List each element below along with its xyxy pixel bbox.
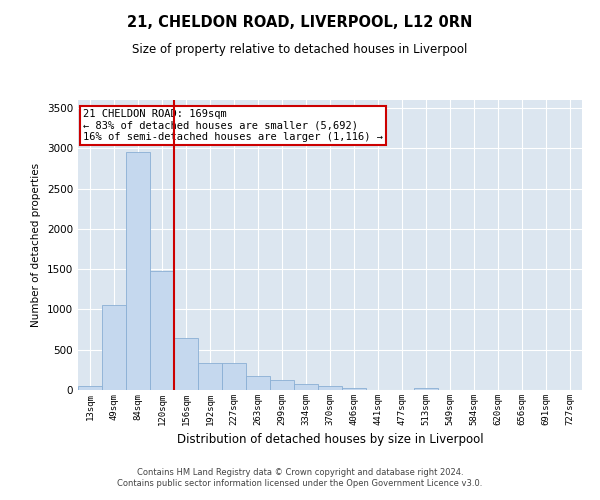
Bar — [126, 152, 150, 390]
Text: 21 CHELDON ROAD: 169sqm
← 83% of detached houses are smaller (5,692)
16% of semi: 21 CHELDON ROAD: 169sqm ← 83% of detache… — [83, 108, 383, 142]
Bar — [318, 386, 342, 390]
Bar — [294, 384, 318, 390]
Bar — [174, 338, 198, 390]
X-axis label: Distribution of detached houses by size in Liverpool: Distribution of detached houses by size … — [176, 434, 484, 446]
Bar — [102, 304, 126, 390]
Bar — [198, 364, 222, 390]
Text: Size of property relative to detached houses in Liverpool: Size of property relative to detached ho… — [133, 42, 467, 56]
Bar — [246, 376, 270, 390]
Bar — [78, 386, 102, 390]
Y-axis label: Number of detached properties: Number of detached properties — [31, 163, 41, 327]
Text: Contains HM Land Registry data © Crown copyright and database right 2024.
Contai: Contains HM Land Registry data © Crown c… — [118, 468, 482, 487]
Bar — [150, 271, 174, 390]
Bar — [222, 364, 246, 390]
Text: 21, CHELDON ROAD, LIVERPOOL, L12 0RN: 21, CHELDON ROAD, LIVERPOOL, L12 0RN — [127, 15, 473, 30]
Bar — [414, 388, 438, 390]
Bar — [342, 388, 366, 390]
Bar — [270, 380, 294, 390]
